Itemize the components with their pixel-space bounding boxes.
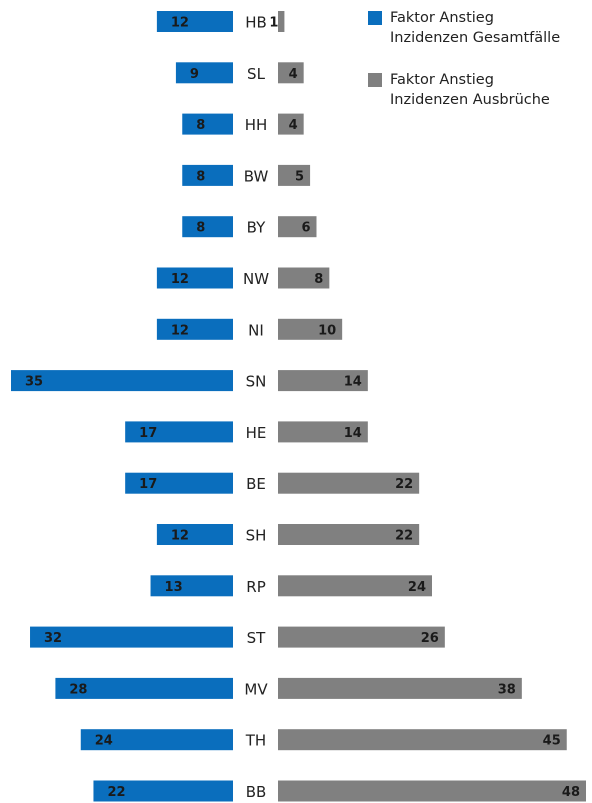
bar-ausbrueche-ni [278,318,343,340]
legend-swatch-gesamtfaelle [368,11,382,25]
legend-label-ausbrueche-line1: Faktor Anstieg [390,72,494,88]
label-ausbrueche-by: 6 [301,221,310,236]
label-gesamtfaelle-bb: 22 [107,785,125,800]
bar-gesamtfaelle-hh [182,113,233,135]
chart-legend: Faktor Anstieg Inzidenzen Gesamtfälle Fa… [368,8,592,132]
label-gesamtfaelle-he: 17 [139,426,157,441]
bar-gesamtfaelle-rp [150,575,233,597]
label-ausbrueche-bb: 48 [562,785,580,800]
category-label-bb: BB [246,783,267,801]
bar-gesamtfaelle-sn [11,370,233,392]
bar-ausbrueche-sn [278,370,368,392]
bar-ausbrueche-hh [278,113,304,135]
bar-ausbrueche-nw [278,267,330,289]
legend-item-ausbrueche: Faktor Anstieg Inzidenzen Ausbrüche [368,70,592,110]
category-label-he: HE [246,424,267,442]
bar-gesamtfaelle-mv [55,677,234,699]
bar-gesamtfaelle-sl [175,62,233,84]
label-gesamtfaelle-sl: 9 [190,67,199,82]
bar-ausbrueche-be [278,472,420,494]
label-gesamtfaelle-hh: 8 [196,118,205,133]
category-label-th: TH [245,732,266,750]
category-label-mv: MV [244,680,268,698]
category-label-sl: SL [247,65,266,83]
label-gesamtfaelle-th: 24 [95,734,113,749]
label-ausbrueche-mv: 38 [498,682,516,697]
legend-label-gesamtfaelle-line1: Faktor Anstieg [390,10,494,26]
bar-ausbrueche-sl [278,62,304,84]
category-label-rp: RP [246,578,265,596]
category-label-nw: NW [243,270,269,288]
category-label-by: BY [247,219,266,237]
bar-ausbrueche-by [278,216,317,238]
label-ausbrueche-th: 45 [543,734,561,749]
label-gesamtfaelle-hb: 12 [171,16,189,31]
label-gesamtfaelle-st: 32 [44,631,62,646]
label-ausbrueche-bw: 5 [295,169,304,184]
category-label-be: BE [246,475,266,493]
label-ausbrueche-ni: 10 [318,323,336,338]
label-gesamtfaelle-nw: 12 [171,272,189,287]
bar-ausbrueche-he [278,421,368,443]
bar-gesamtfaelle-bw [182,164,233,186]
label-gesamtfaelle-bw: 8 [196,169,205,184]
bar-gesamtfaelle-hb [156,11,233,32]
label-ausbrueche-hh: 4 [289,118,298,133]
bar-ausbrueche-hb [278,11,285,32]
category-label-sn: SN [246,373,267,391]
legend-label-gesamtfaelle-line2: Inzidenzen Gesamtfälle [390,30,561,46]
bar-gesamtfaelle-st [30,626,234,648]
label-gesamtfaelle-be: 17 [139,477,157,492]
category-label-ni: NI [248,321,264,339]
label-gesamtfaelle-by: 8 [196,221,205,236]
label-gesamtfaelle-sn: 35 [25,375,43,390]
bar-ausbrueche-bw [278,164,311,186]
category-label-st: ST [247,629,267,647]
label-ausbrueche-nw: 8 [314,272,323,287]
label-ausbrueche-sh: 22 [395,529,413,544]
bar-gesamtfaelle-th [80,729,234,751]
label-ausbrueche-be: 22 [395,477,413,492]
label-gesamtfaelle-mv: 28 [69,682,87,697]
label-gesamtfaelle-sh: 12 [171,529,189,544]
category-label-sh: SH [246,527,267,545]
bar-gesamtfaelle-he [125,421,233,443]
label-gesamtfaelle-rp: 13 [165,580,183,595]
bar-gesamtfaelle-be [125,472,233,494]
bar-ausbrueche-rp [278,575,432,597]
label-gesamtfaelle-ni: 12 [171,323,189,338]
label-ausbrueche-he: 14 [344,426,362,441]
bar-ausbrueche-st [278,626,445,648]
legend-item-gesamtfaelle: Faktor Anstieg Inzidenzen Gesamtfälle [368,8,592,48]
bar-gesamtfaelle-bb [93,780,233,802]
bar-gesamtfaelle-ni [156,318,233,340]
legend-swatch-ausbrueche [368,73,382,87]
bar-gesamtfaelle-nw [156,267,233,289]
bar-gesamtfaelle-sh [156,524,233,545]
label-ausbrueche-sn: 14 [344,375,362,390]
bar-ausbrueche-th [278,729,567,751]
bar-ausbrueche-mv [278,677,522,699]
bar-ausbrueche-sh [278,524,420,545]
category-label-bw: BW [244,167,269,185]
label-ausbrueche-st: 26 [421,631,439,646]
label-ausbrueche-rp: 24 [408,580,426,595]
category-label-hb: HB [245,14,267,32]
label-ausbrueche-sl: 4 [289,67,298,82]
category-label-hh: HH [245,116,268,134]
label-ausbrueche-hb: 1 [269,16,278,31]
bar-ausbrueche-bb [278,780,586,802]
bar-gesamtfaelle-by [182,216,233,238]
legend-label-ausbrueche-line2: Inzidenzen Ausbrüche [390,92,550,108]
